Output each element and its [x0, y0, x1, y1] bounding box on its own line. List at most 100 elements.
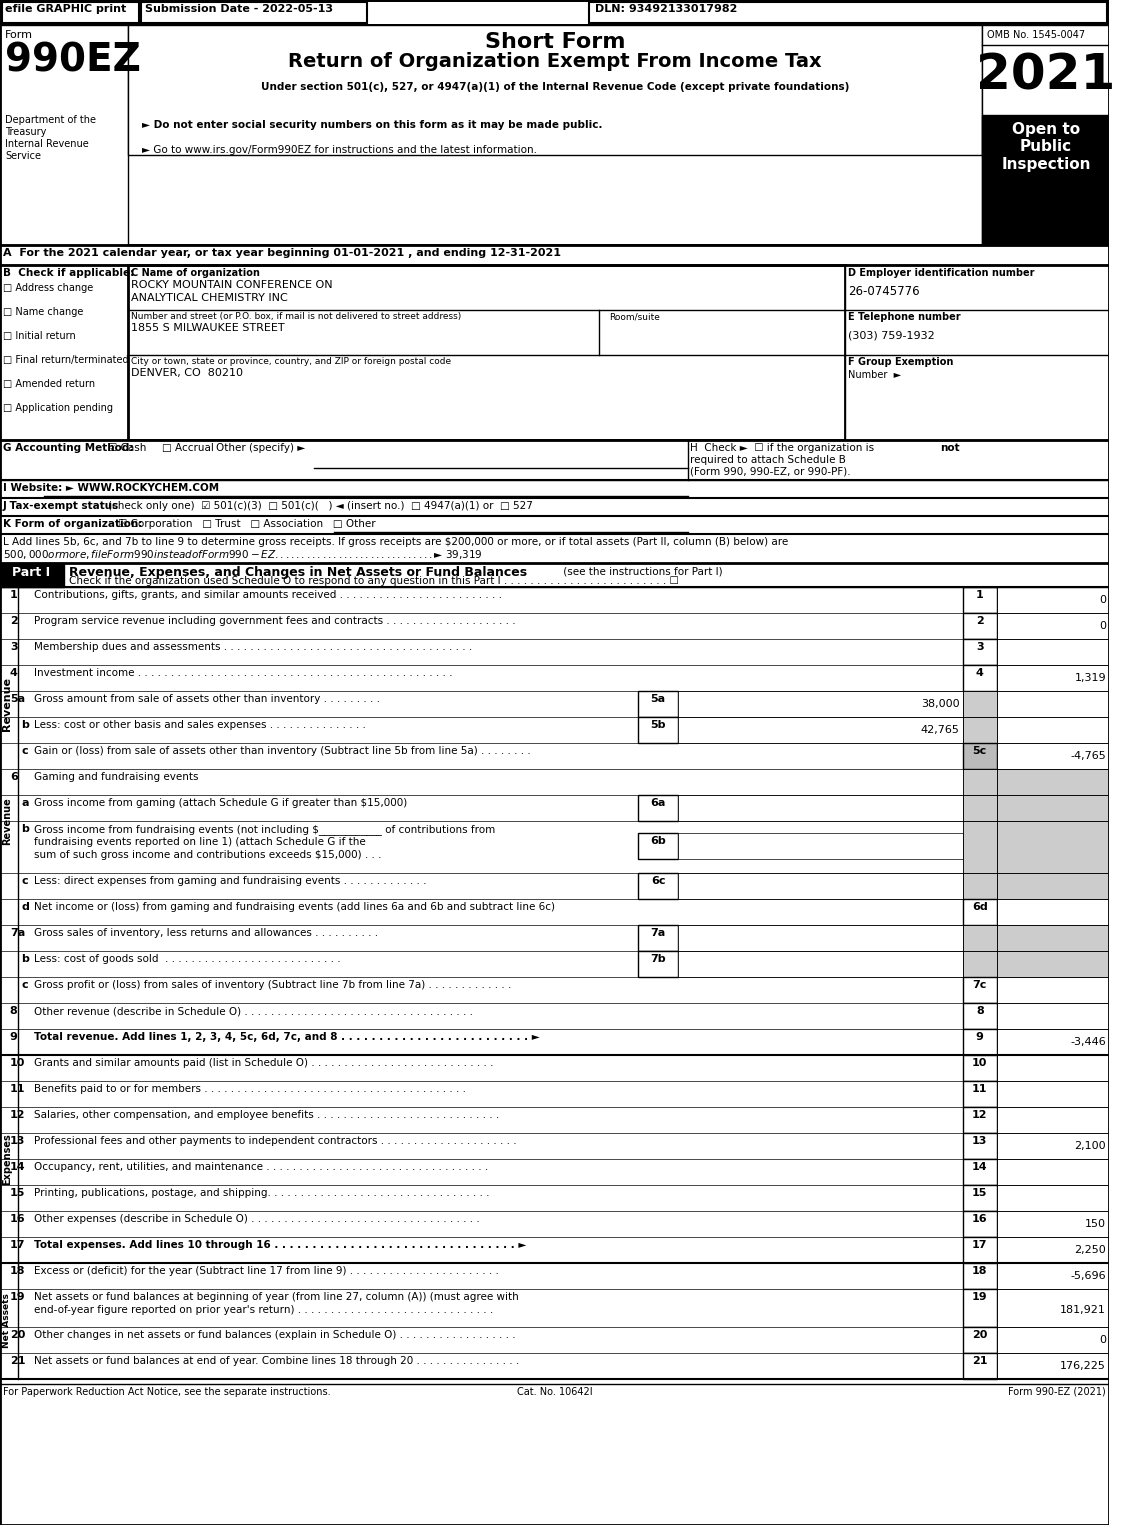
Text: 2,100: 2,100	[1075, 1141, 1106, 1151]
Text: Form: Form	[5, 30, 33, 40]
Text: Total revenue. Add lines 1, 2, 3, 4, 5c, 6d, 7c, and 8 . . . . . . . . . . . . .: Total revenue. Add lines 1, 2, 3, 4, 5c,…	[34, 1032, 540, 1042]
Text: 3: 3	[975, 642, 983, 653]
Bar	[963, 691, 997, 717]
Bar	[0, 441, 1109, 480]
Text: □ Address change: □ Address change	[3, 284, 94, 293]
Bar	[997, 1055, 1109, 1081]
Text: 181,921: 181,921	[1060, 1305, 1106, 1315]
Text: c: c	[21, 746, 28, 756]
Text: Gross amount from sale of assets other than inventory . . . . . . . . .: Gross amount from sale of assets other t…	[34, 694, 380, 705]
Text: 20: 20	[972, 1330, 988, 1340]
Bar	[997, 900, 1109, 926]
Bar	[997, 1081, 1109, 1107]
Text: Internal Revenue: Internal Revenue	[5, 139, 89, 149]
Text: 10: 10	[972, 1058, 988, 1068]
Text: 6b: 6b	[650, 836, 666, 846]
Text: Gross income from gaming (attach Schedule G if greater than $15,000): Gross income from gaming (attach Schedul…	[34, 798, 408, 808]
Text: 13: 13	[10, 1136, 25, 1145]
Text: Total expenses. Add lines 10 through 16 . . . . . . . . . . . . . . . . . . . . : Total expenses. Add lines 10 through 16 …	[34, 1240, 527, 1250]
Text: a: a	[21, 798, 29, 808]
Text: Investment income . . . . . . . . . . . . . . . . . . . . . . . . . . . . . . . : Investment income . . . . . . . . . . . …	[34, 668, 453, 679]
Text: 3: 3	[10, 642, 17, 653]
Text: □ Initial return: □ Initial return	[3, 331, 76, 342]
Text: 9: 9	[975, 1032, 983, 1042]
Bar	[963, 1133, 997, 1159]
Text: 0: 0	[1099, 1334, 1106, 1345]
Bar	[997, 1237, 1109, 1263]
Bar	[963, 1263, 997, 1289]
Text: Return of Organization Exempt From Income Tax: Return of Organization Exempt From Incom…	[288, 52, 822, 72]
Bar	[638, 952, 677, 978]
Text: Other changes in net assets or fund balances (explain in Schedule O) . . . . . .: Other changes in net assets or fund bala…	[34, 1330, 516, 1340]
Bar	[997, 639, 1109, 665]
Text: (see the instructions for Part I): (see the instructions for Part I)	[560, 566, 723, 576]
Bar	[997, 1353, 1109, 1379]
Text: Cat. No. 10642I: Cat. No. 10642I	[517, 1388, 593, 1397]
Text: 7c: 7c	[972, 981, 987, 990]
Text: 11: 11	[10, 1084, 25, 1093]
Bar	[0, 0, 1109, 24]
Text: -3,446: -3,446	[1070, 1037, 1106, 1048]
Text: end-of-year figure reported on prior year's return) . . . . . . . . . . . . . . : end-of-year figure reported on prior yea…	[34, 1305, 493, 1315]
Text: DENVER, CO  80210: DENVER, CO 80210	[131, 368, 243, 378]
Text: 5a: 5a	[10, 694, 25, 705]
Bar	[997, 1185, 1109, 1211]
Text: ☑ Corporation   □ Trust   □ Association   □ Other: ☑ Corporation □ Trust □ Association □ Ot…	[117, 518, 376, 529]
Text: 21: 21	[10, 1356, 25, 1366]
Text: ► Go to www.irs.gov/Form990EZ for instructions and the latest information.: ► Go to www.irs.gov/Form990EZ for instru…	[142, 145, 537, 156]
Bar	[677, 795, 963, 820]
Text: 4: 4	[10, 668, 18, 679]
Bar	[963, 639, 997, 665]
Bar	[128, 24, 982, 156]
Bar	[677, 717, 963, 743]
Text: □ Final return/terminated: □ Final return/terminated	[3, 355, 129, 364]
Text: 1,319: 1,319	[1075, 673, 1106, 683]
Bar	[997, 1159, 1109, 1185]
Text: 6d: 6d	[972, 901, 988, 912]
Bar	[963, 769, 997, 795]
Bar	[0, 246, 1109, 265]
Text: 2: 2	[10, 616, 18, 625]
Bar	[997, 1003, 1109, 1029]
Text: E Telephone number: E Telephone number	[848, 313, 961, 322]
Text: Gross sales of inventory, less returns and allowances . . . . . . . . . .: Gross sales of inventory, less returns a…	[34, 929, 378, 938]
Text: 1: 1	[975, 590, 983, 599]
Text: Professional fees and other payments to independent contractors . . . . . . . . : Professional fees and other payments to …	[34, 1136, 517, 1145]
Text: 6: 6	[10, 772, 18, 782]
Text: 15: 15	[10, 1188, 25, 1199]
Text: 19: 19	[10, 1292, 26, 1302]
Bar	[997, 613, 1109, 639]
Text: Other (specify) ►: Other (specify) ►	[216, 442, 305, 453]
Text: Room/suite: Room/suite	[609, 313, 659, 320]
Bar	[963, 1003, 997, 1029]
Text: 176,225: 176,225	[1060, 1360, 1106, 1371]
Bar	[963, 1237, 997, 1263]
Bar	[997, 691, 1109, 717]
Text: G Accounting Method:: G Accounting Method:	[3, 442, 133, 453]
Text: City or town, state or province, country, and ZIP or foreign postal code: City or town, state or province, country…	[131, 357, 450, 366]
Text: D Employer identification number: D Employer identification number	[848, 268, 1034, 278]
Text: Short Form: Short Form	[484, 32, 625, 52]
Bar	[963, 900, 997, 926]
Bar	[963, 1289, 997, 1327]
Text: 1: 1	[10, 590, 18, 599]
Text: Gaming and fundraising events: Gaming and fundraising events	[34, 772, 199, 782]
Bar	[963, 1327, 997, 1353]
Text: Salaries, other compensation, and employee benefits . . . . . . . . . . . . . . : Salaries, other compensation, and employ…	[34, 1110, 500, 1119]
Bar	[128, 265, 844, 441]
Text: 8: 8	[10, 1006, 18, 1016]
Text: Net assets or fund balances at beginning of year (from line 27, column (A)) (mus: Net assets or fund balances at beginning…	[34, 1292, 519, 1302]
Text: 8: 8	[975, 1006, 983, 1016]
Text: F Group Exemption: F Group Exemption	[848, 357, 953, 368]
Bar	[963, 795, 997, 820]
Text: I Website: ► WWW.ROCKYCHEM.COM: I Website: ► WWW.ROCKYCHEM.COM	[3, 483, 219, 493]
Text: 11: 11	[972, 1084, 988, 1093]
Bar	[589, 2, 1106, 23]
Bar	[997, 926, 1109, 952]
Text: A  For the 2021 calendar year, or tax year beginning 01-01-2021 , and ending 12-: A For the 2021 calendar year, or tax yea…	[3, 249, 561, 258]
Text: □ Name change: □ Name change	[3, 307, 84, 317]
Bar	[997, 872, 1109, 900]
Text: ANALYTICAL CHEMISTRY INC: ANALYTICAL CHEMISTRY INC	[131, 293, 288, 303]
Bar	[997, 978, 1109, 1003]
Text: sum of such gross income and contributions exceeds $15,000) . . .: sum of such gross income and contributio…	[34, 849, 382, 860]
